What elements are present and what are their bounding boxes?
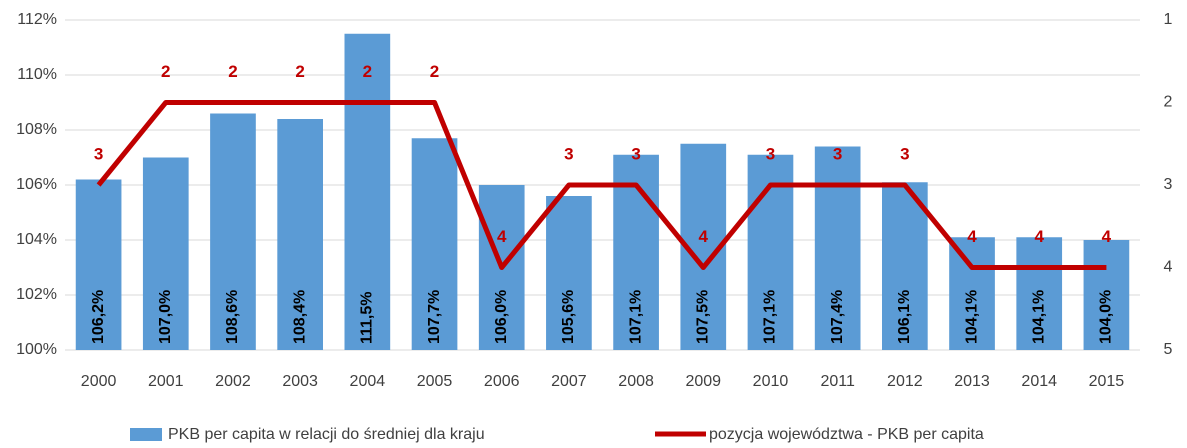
line-label: 3 (94, 144, 103, 163)
y2-tick-label: 3 (1164, 176, 1173, 193)
line-label: 4 (699, 227, 709, 246)
value-label: 107,1% (762, 290, 779, 344)
line-label: 2 (161, 62, 170, 81)
bar (277, 119, 323, 350)
bar (142, 157, 189, 350)
value-label: 106,1% (896, 290, 913, 344)
bar (949, 237, 995, 350)
line-label: 3 (631, 144, 640, 163)
y-tick-label: 106% (16, 176, 57, 193)
value-label: 104,0% (1098, 290, 1115, 344)
bar (344, 33, 391, 350)
value-label: 105,6% (560, 290, 577, 344)
bar (814, 146, 861, 350)
bar (411, 138, 458, 350)
value-label: 107,5% (695, 290, 712, 344)
value-label: 106,2% (90, 290, 107, 344)
bar (882, 182, 928, 350)
bar (546, 196, 592, 350)
legend-swatch (130, 428, 162, 441)
x-tick-label: 2007 (551, 373, 587, 390)
line-label: 2 (430, 62, 439, 81)
x-tick-label: 2012 (887, 373, 923, 390)
y2-tick-label: 1 (1164, 11, 1173, 28)
y2-tick-label: 5 (1164, 341, 1173, 358)
line-label: 4 (967, 227, 977, 246)
x-tick-label: 2014 (1021, 373, 1057, 390)
line (96, 100, 1107, 270)
line-label: 3 (833, 144, 842, 163)
x-tick-label: 2011 (820, 373, 855, 390)
value-label: 107,1% (627, 290, 644, 344)
x-tick-label: 2002 (215, 373, 251, 390)
x-tick-label: 2015 (1089, 373, 1125, 390)
y-tick-label: 104% (16, 231, 57, 248)
y2-tick-label: 4 (1164, 259, 1173, 276)
x-tick-label: 2004 (350, 373, 386, 390)
x-tick-label: 2008 (618, 373, 654, 390)
line-label: 2 (228, 62, 237, 81)
value-label: 107,7% (426, 290, 443, 344)
bar (1083, 240, 1130, 350)
x-tick-label: 2005 (417, 373, 453, 390)
bar (75, 179, 122, 350)
value-label: 104,1% (1030, 290, 1047, 344)
value-label: 107,4% (829, 290, 846, 344)
line-label: 2 (363, 62, 372, 81)
bar (1016, 237, 1063, 350)
value-label: 104,1% (963, 290, 980, 344)
y2-tick-label: 2 (1164, 94, 1173, 111)
x-tick-label: 2009 (685, 373, 721, 390)
y-tick-label: 108% (16, 121, 57, 138)
value-label: 108,4% (291, 290, 308, 344)
y-tick-label: 112% (17, 11, 57, 28)
line-label: 4 (1034, 227, 1044, 246)
line-label: 3 (766, 144, 775, 163)
legend-label: PKB per capita w relacji do średniej dla… (168, 426, 485, 443)
y-tick-label: 102% (16, 286, 57, 303)
x-tick-label: 2000 (81, 373, 117, 390)
x-tick-label: 2003 (282, 373, 318, 390)
x-tick-label: 2010 (753, 373, 789, 390)
legend-label: pozycja województwa - PKB per capita (709, 426, 984, 443)
line-label: 2 (295, 62, 304, 81)
value-label: 107,0% (157, 290, 174, 344)
line-label: 3 (900, 144, 909, 163)
line-label: 3 (564, 144, 573, 163)
bar (210, 113, 256, 350)
value-label: 108,6% (224, 290, 241, 344)
x-tick-label: 2013 (954, 373, 990, 390)
y-tick-label: 100% (16, 341, 57, 358)
y-tick-label: 110% (17, 66, 57, 83)
line-label: 4 (497, 227, 507, 246)
value-label: 106,0% (493, 290, 510, 344)
x-tick-label: 2001 (148, 373, 184, 390)
value-label: 111,5% (359, 292, 376, 345)
x-tick-label: 2006 (484, 373, 520, 390)
line-label: 4 (1102, 227, 1112, 246)
